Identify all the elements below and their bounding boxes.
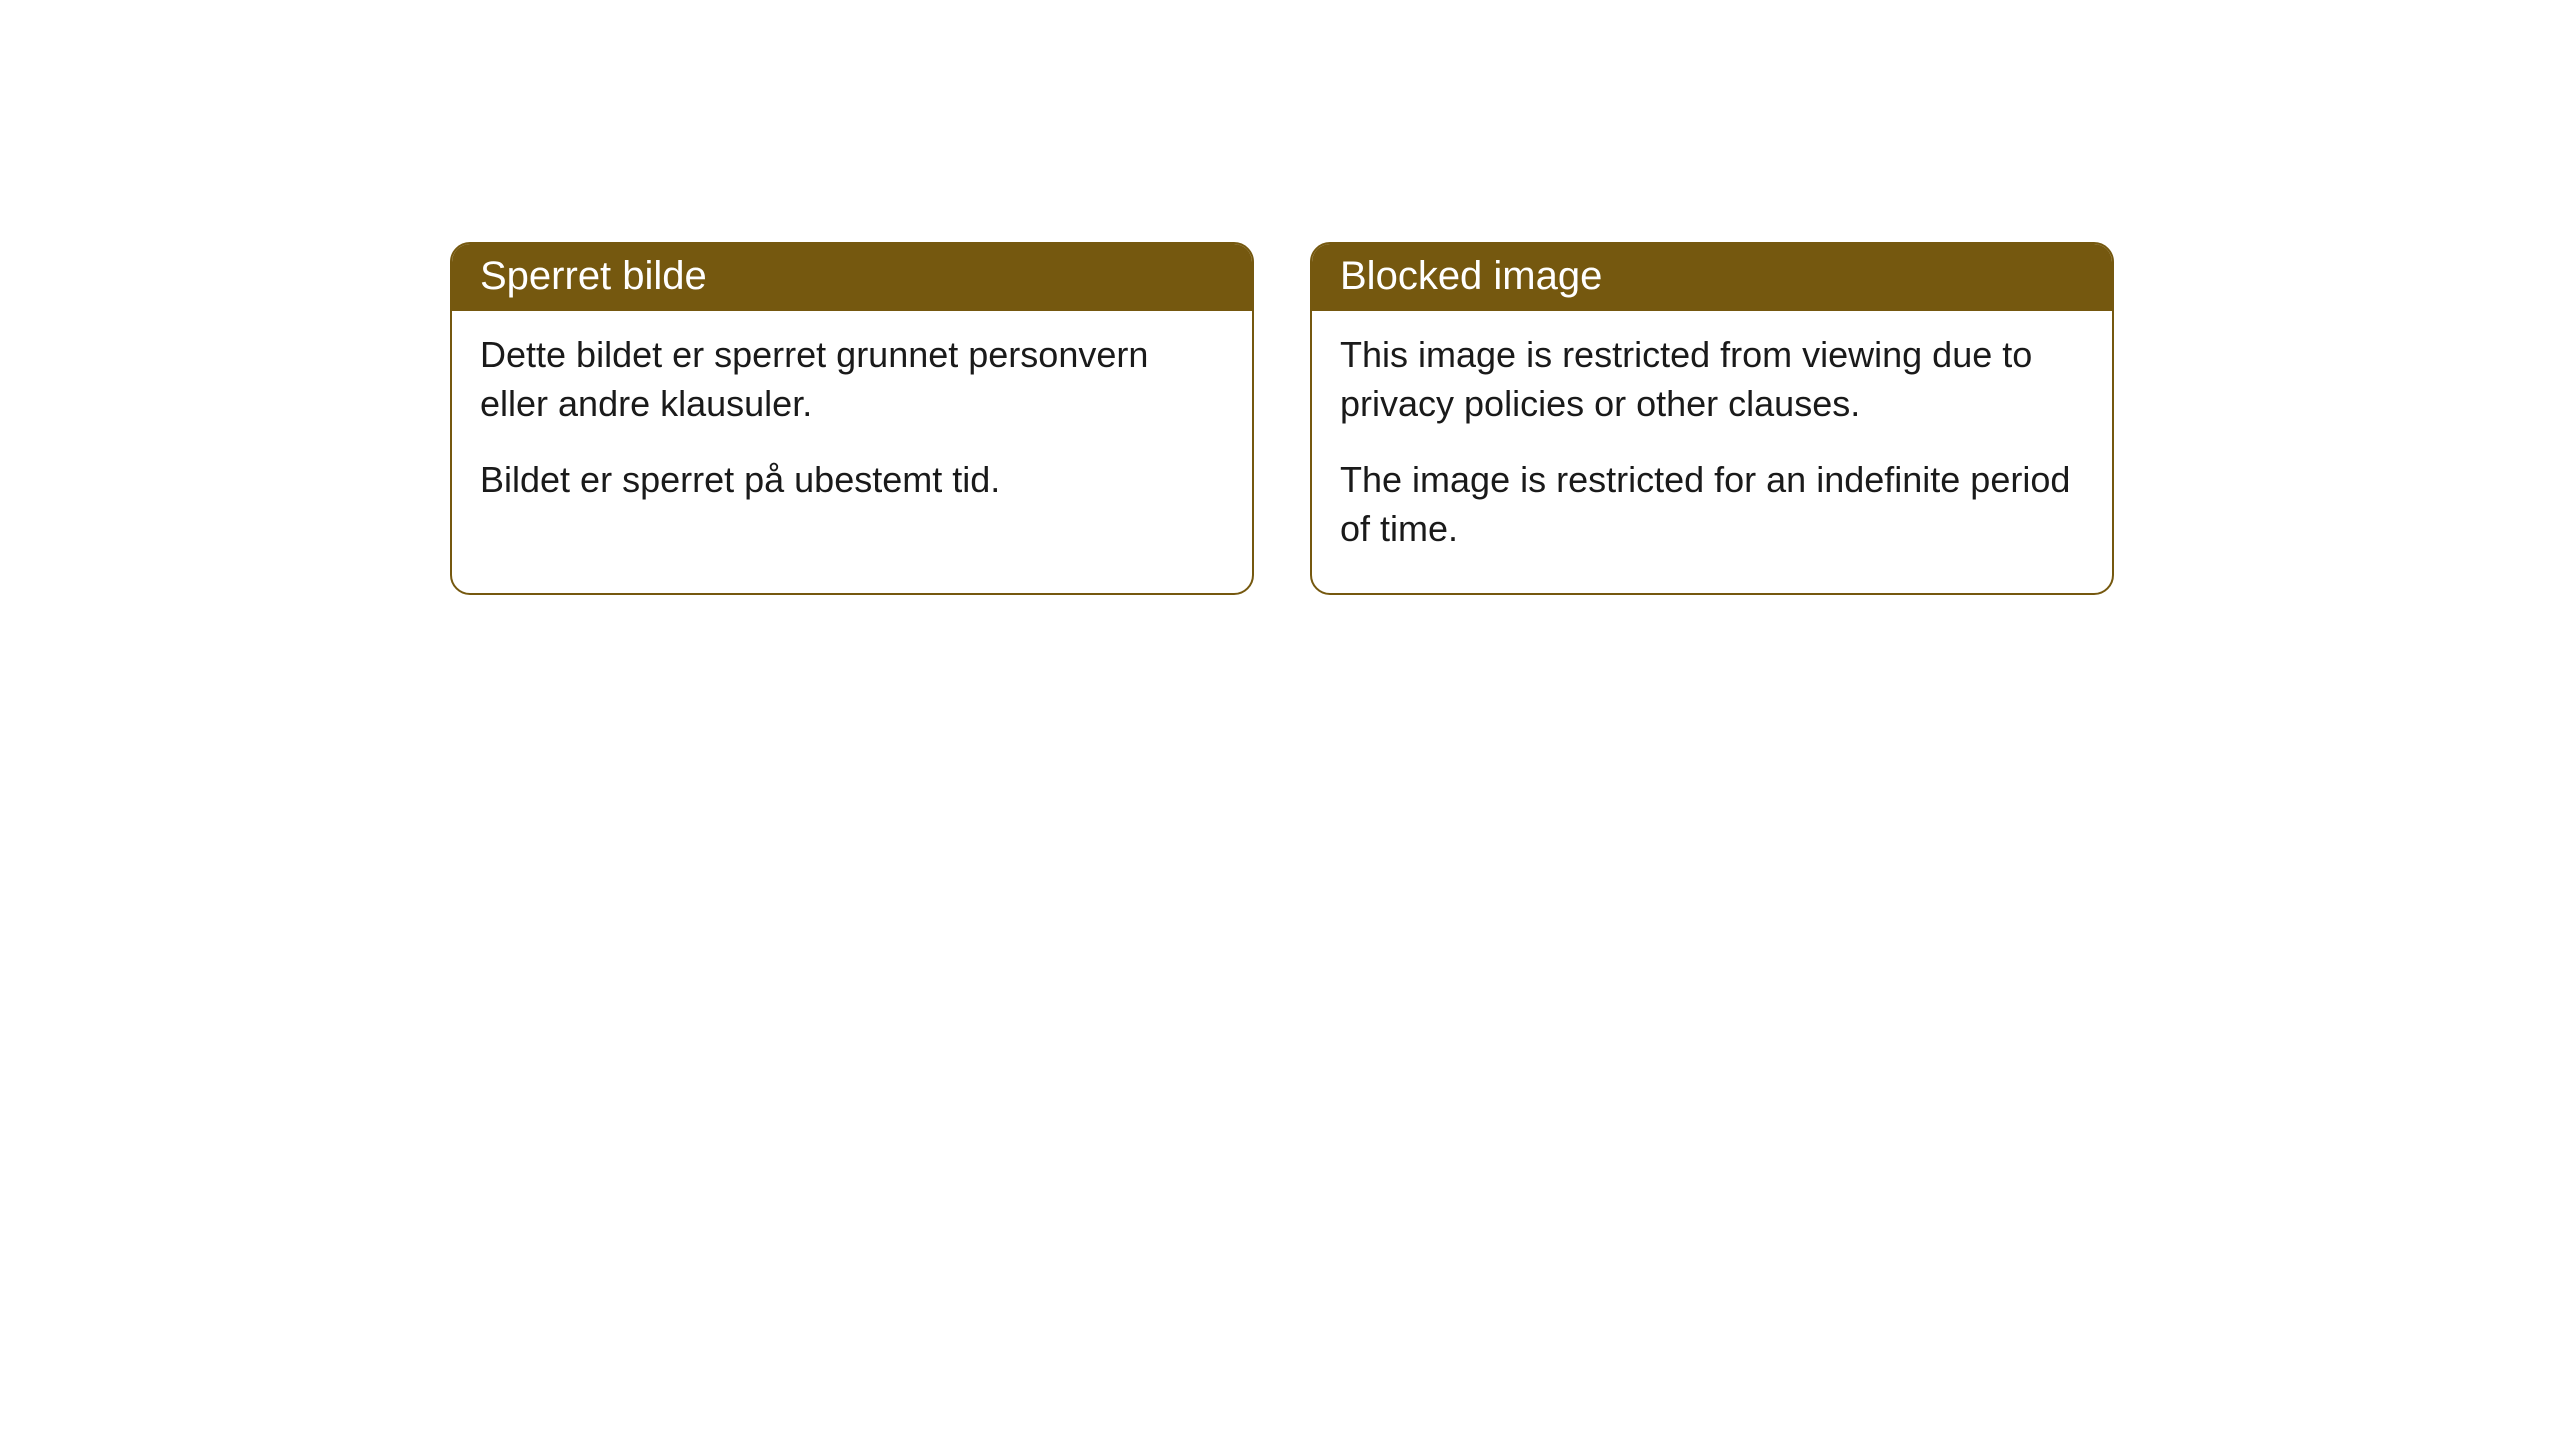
blocked-image-card-no: Sperret bilde Dette bildet er sperret gr… — [450, 242, 1254, 595]
card-body-en: This image is restricted from viewing du… — [1312, 311, 2112, 593]
card-title-no: Sperret bilde — [480, 254, 707, 298]
blocked-image-card-en: Blocked image This image is restricted f… — [1310, 242, 2114, 595]
card-header-no: Sperret bilde — [452, 244, 1252, 311]
card-para2-no: Bildet er sperret på ubestemt tid. — [480, 456, 1224, 505]
notice-container: Sperret bilde Dette bildet er sperret gr… — [450, 242, 2114, 595]
card-header-en: Blocked image — [1312, 244, 2112, 311]
card-title-en: Blocked image — [1340, 254, 1602, 298]
card-para2-en: The image is restricted for an indefinit… — [1340, 456, 2084, 553]
card-para1-no: Dette bildet er sperret grunnet personve… — [480, 331, 1224, 428]
card-para1-en: This image is restricted from viewing du… — [1340, 331, 2084, 428]
card-body-no: Dette bildet er sperret grunnet personve… — [452, 311, 1252, 545]
